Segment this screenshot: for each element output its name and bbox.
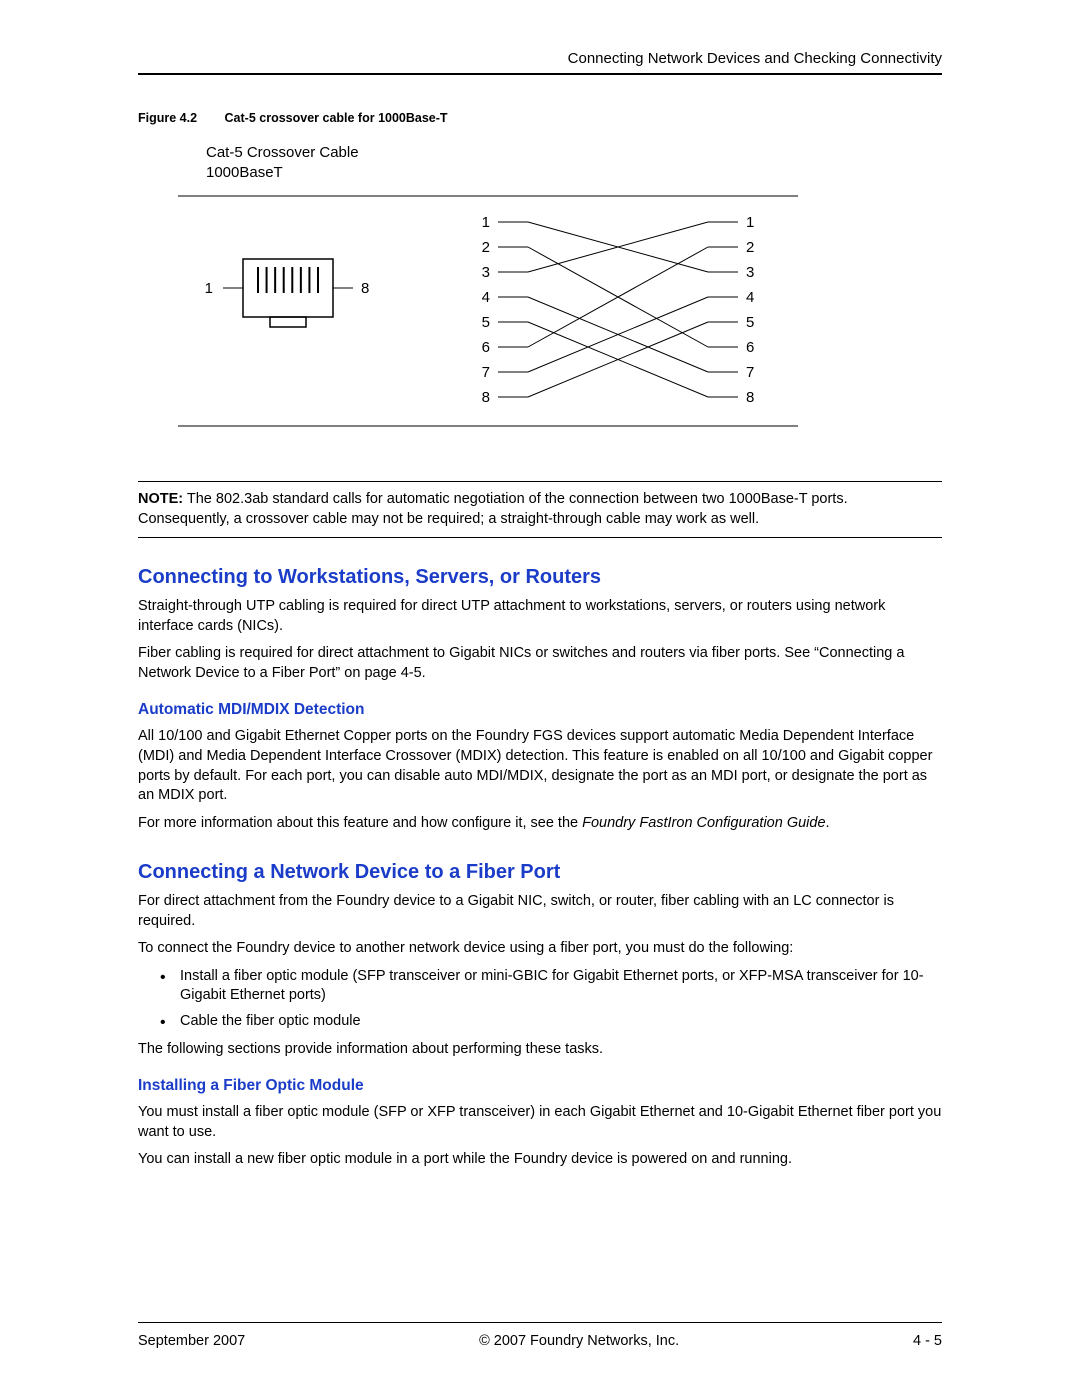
- svg-text:2: 2: [746, 239, 754, 256]
- section-heading-workstations: Connecting to Workstations, Servers, or …: [138, 566, 942, 589]
- footer-right: 4 - 5: [913, 1333, 942, 1349]
- note-block: NOTE: The 802.3ab standard calls for aut…: [138, 481, 942, 538]
- paragraph: You can install a new fiber optic module…: [138, 1150, 942, 1170]
- svg-text:7: 7: [482, 364, 490, 381]
- list-item: Install a fiber optic module (SFP transc…: [160, 967, 942, 1006]
- bullet-list: Install a fiber optic module (SFP transc…: [138, 967, 942, 1032]
- footer-left: September 2007: [138, 1333, 245, 1349]
- diagram-title-line2: 1000BaseT: [206, 164, 283, 181]
- paragraph: For direct attachment from the Foundry d…: [138, 892, 942, 931]
- note-text: The 802.3ab standard calls for automatic…: [138, 491, 848, 527]
- svg-text:4: 4: [482, 289, 490, 306]
- section-heading-fiber: Connecting a Network Device to a Fiber P…: [138, 861, 942, 884]
- header-title: Connecting Network Devices and Checking …: [568, 50, 942, 67]
- text-run: For more information about this feature …: [138, 815, 582, 831]
- svg-text:4: 4: [746, 289, 754, 306]
- page-header: Connecting Network Devices and Checking …: [138, 50, 942, 75]
- diagram-title-line1: Cat-5 Crossover Cable: [206, 144, 359, 161]
- diagram-title: Cat-5 Crossover Cable 1000BaseT: [206, 143, 982, 182]
- svg-text:6: 6: [746, 339, 754, 356]
- paragraph: All 10/100 and Gigabit Ethernet Copper p…: [138, 727, 942, 805]
- svg-text:1: 1: [205, 280, 213, 297]
- svg-text:7: 7: [746, 364, 754, 381]
- figure-label: Figure 4.2: [138, 111, 197, 125]
- svg-text:3: 3: [746, 264, 754, 281]
- diagram: Cat-5 Crossover Cable 1000BaseT 1 8 1 1 2 2 3 3…: [178, 143, 982, 453]
- figure-caption: Figure 4.2 Cat-5 crossover cable for 100…: [138, 111, 942, 125]
- list-item: Cable the fiber optic module: [160, 1012, 942, 1032]
- page: Connecting Network Devices and Checking …: [0, 0, 1080, 1397]
- svg-text:5: 5: [746, 314, 754, 331]
- svg-text:2: 2: [482, 239, 490, 256]
- svg-text:8: 8: [746, 389, 754, 406]
- paragraph: You must install a fiber optic module (S…: [138, 1103, 942, 1142]
- cable-diagram-svg: 1 8 1 1 2 2 3 3 4 4 5 5 6 6 7 7 8 8: [178, 188, 918, 448]
- paragraph: The following sections provide informati…: [138, 1040, 942, 1060]
- footer-center: © 2007 Foundry Networks, Inc.: [479, 1333, 679, 1349]
- text-run: .: [826, 815, 830, 831]
- figure-caption-text: Cat-5 crossover cable for 1000Base-T: [225, 111, 448, 125]
- svg-text:3: 3: [482, 264, 490, 281]
- svg-text:5: 5: [482, 314, 490, 331]
- svg-text:1: 1: [482, 214, 490, 231]
- svg-text:8: 8: [361, 280, 369, 297]
- subsection-heading-install-module: Installing a Fiber Optic Module: [138, 1077, 942, 1095]
- subsection-heading-mdix: Automatic MDI/MDIX Detection: [138, 701, 942, 719]
- paragraph: For more information about this feature …: [138, 814, 942, 834]
- paragraph: Straight-through UTP cabling is required…: [138, 597, 942, 636]
- svg-text:6: 6: [482, 339, 490, 356]
- page-footer: September 2007 © 2007 Foundry Networks, …: [138, 1322, 942, 1349]
- svg-text:1: 1: [746, 214, 754, 231]
- italic-reference: Foundry FastIron Configuration Guide: [582, 815, 825, 831]
- note-label: NOTE:: [138, 491, 183, 507]
- svg-text:8: 8: [482, 389, 490, 406]
- paragraph: Fiber cabling is required for direct att…: [138, 644, 942, 683]
- paragraph: To connect the Foundry device to another…: [138, 939, 942, 959]
